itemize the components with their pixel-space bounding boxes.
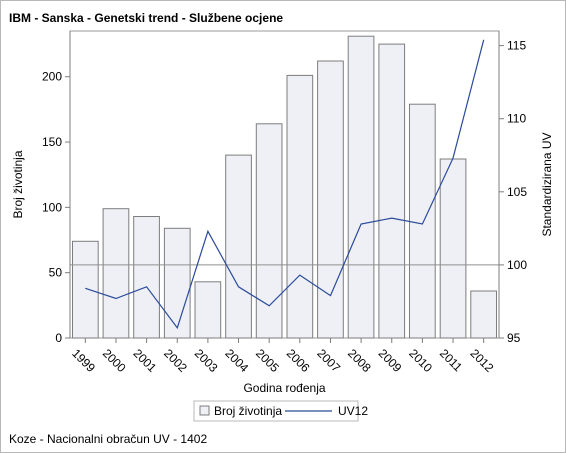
y2-tick-label-115: 115 [507, 39, 526, 53]
x-tick-label-1999: 1999 [69, 346, 98, 375]
bar-2009 [378, 43, 406, 339]
x-tick-label-2008: 2008 [345, 346, 374, 375]
legend-box [193, 400, 359, 422]
bar-2012 [470, 290, 497, 339]
bar-2005 [255, 123, 283, 339]
x-tick-label-2000: 2000 [100, 346, 129, 375]
x-tick-label-2004: 2004 [222, 346, 251, 375]
x-axis-title: Godina rođenja [243, 381, 325, 395]
y2-tick-label-105: 105 [507, 185, 527, 199]
y2-tick-label-110: 110 [507, 112, 526, 126]
bar-2004 [225, 154, 252, 339]
bar-2003 [194, 281, 222, 339]
x-tick-label-2010: 2010 [406, 346, 435, 375]
x-tick-label-2003: 2003 [192, 346, 221, 375]
bar-2011 [439, 158, 467, 339]
chart-footnote: Koze - Nacionalni obračun UV - 1402 [9, 432, 208, 446]
y-tick-label-150: 150 [42, 135, 62, 149]
x-tick-label-2009: 2009 [376, 346, 405, 375]
legend-label-bar: Broj životinja [214, 404, 282, 418]
y-axis-title: Broj životinja [11, 150, 25, 218]
x-tick-label-2001: 2001 [130, 346, 159, 375]
x-tick-label-2005: 2005 [253, 346, 282, 375]
y2-tick-label-95: 95 [507, 331, 521, 345]
bar-2007 [317, 60, 344, 339]
x-tick-label-2002: 2002 [161, 346, 190, 375]
bar-2001 [133, 216, 160, 339]
bar-2008 [347, 35, 375, 339]
x-tick-label-2007: 2007 [314, 346, 343, 375]
bar-2002 [163, 227, 191, 339]
y-tick-label-0: 0 [55, 331, 62, 345]
y-tick-label-50: 50 [49, 266, 63, 280]
y2-axis-title: Standardizirana UV [540, 132, 554, 236]
y2-tick-label-100: 100 [507, 258, 527, 272]
bar-2006 [286, 74, 314, 339]
x-tick-label-2011: 2011 [437, 346, 465, 374]
y-tick-label-100: 100 [42, 200, 62, 214]
bar-2000 [102, 208, 130, 339]
legend-label-line: UV12 [338, 404, 368, 418]
bar-1999 [72, 240, 99, 339]
line-series-uv12 [85, 39, 485, 330]
x-tick-label-2012: 2012 [468, 346, 497, 375]
bar-2010 [409, 103, 436, 339]
legend-swatch-bar [199, 405, 210, 416]
chart-title: IBM - Sanska - Genetski trend - Službene… [9, 11, 284, 25]
y-tick-label-200: 200 [42, 70, 62, 84]
x-tick-label-2006: 2006 [284, 346, 313, 375]
